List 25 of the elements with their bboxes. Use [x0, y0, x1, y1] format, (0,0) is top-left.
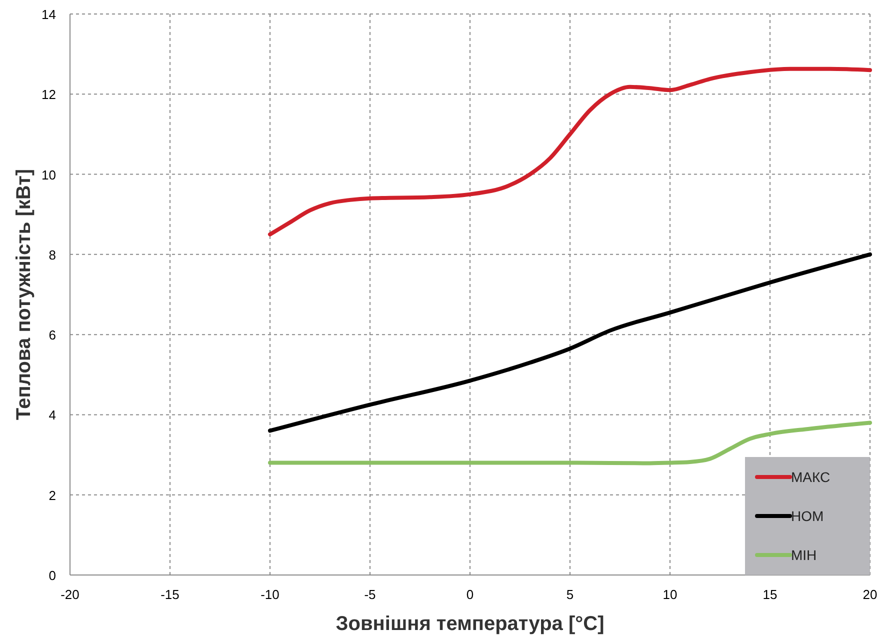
x-tick-label: 15 [762, 587, 778, 602]
legend-label: НОМ [791, 508, 824, 524]
x-tick-label: 20 [862, 587, 878, 602]
y-tick-label: 2 [48, 488, 56, 503]
x-tick-label: -15 [160, 587, 180, 602]
x-axis-title: Зовнішня температура [°C] [336, 613, 604, 635]
legend-label: МІН [791, 547, 817, 563]
y-tick-label: 14 [42, 7, 56, 22]
y-tick-label: 0 [48, 568, 56, 583]
y-axis-title: Теплова потужність [кВт] [13, 168, 35, 420]
y-tick-label: 6 [48, 328, 56, 343]
y-tick-label: 4 [48, 408, 56, 423]
x-tick-label: 5 [566, 587, 574, 602]
legend-label: МАКС [791, 469, 830, 485]
y-tick-label: 8 [48, 247, 56, 262]
line-series [268, 420, 872, 466]
x-tick-label: -5 [364, 587, 376, 602]
y-tick-label: 12 [42, 87, 56, 102]
x-tick-label: 0 [466, 587, 474, 602]
x-tick-label: 10 [662, 587, 678, 602]
x-tick-label: -20 [60, 587, 80, 602]
line-series [268, 66, 872, 236]
line-series [268, 252, 872, 433]
x-tick-label: -10 [260, 587, 280, 602]
y-tick-label: 10 [42, 167, 56, 182]
